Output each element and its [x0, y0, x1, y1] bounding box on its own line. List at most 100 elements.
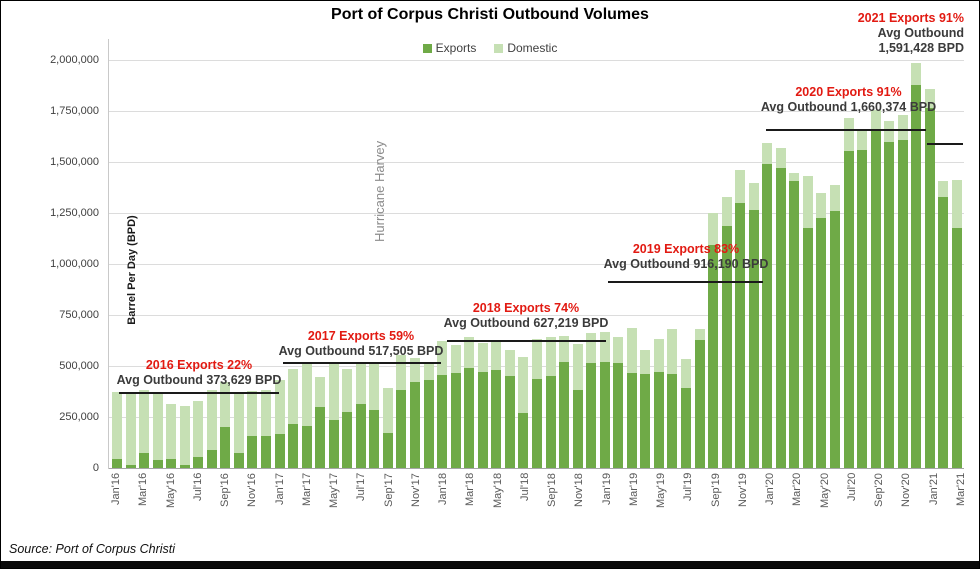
bar-Apr'19 [640, 350, 651, 468]
bar-Jan'18 [437, 340, 448, 468]
exports-segment [843, 151, 854, 468]
annotation-2021: 2021 Exports 91% Avg Outbound 1,591,428 … [794, 11, 964, 56]
bar-Feb'16 [125, 392, 136, 468]
x-tick-slot: Jul'16 [192, 473, 204, 529]
bar-Oct'20 [884, 121, 895, 468]
x-tick-label: Jan'17 [273, 473, 286, 506]
bar-Dec'17 [423, 361, 434, 468]
domestic-segment [721, 196, 732, 227]
domestic-segment [613, 337, 624, 363]
x-tick-label: Jul'19 [682, 473, 695, 502]
annotation-2020: 2020 Exports 91% Avg Outbound 1,660,374 … [736, 85, 961, 115]
x-tick-label: Nov'17 [409, 473, 422, 507]
exports-segment [531, 379, 542, 468]
exports-segment [735, 202, 746, 468]
x-tick-slot: Jan'19 [601, 473, 613, 529]
exports-segment [857, 149, 868, 468]
annotation-2017: 2017 Exports 59% Avg Outbound 517,505 BP… [266, 329, 456, 359]
bar-Oct'19 [721, 196, 732, 468]
exports-swatch-icon [422, 43, 432, 53]
x-tick-label: Mar'20 [791, 473, 804, 507]
bar-Dec'20 [911, 63, 922, 468]
x-tick-slot [452, 473, 462, 529]
exports-segment [206, 449, 217, 468]
exports-segment [884, 141, 895, 468]
x-tick-label: Mar'16 [137, 473, 150, 507]
annotation-2016: 2016 Exports 22% Avg Outbound 373,629 BP… [104, 358, 294, 388]
x-tick-slot [479, 473, 489, 529]
x-tick-label: Mar'18 [464, 473, 477, 507]
bar-Apr'16 [152, 392, 163, 468]
plot-area: Barrel Per Day (BPD) [108, 39, 964, 469]
bar-Nov'18 [572, 344, 583, 468]
domestic-segment [816, 193, 827, 219]
x-tick-slot: Sep'18 [546, 473, 558, 529]
annotation-2020-red: 2020 Exports 91% [795, 85, 902, 99]
exports-segment [220, 427, 231, 468]
x-tick-slot: Jan'21 [928, 473, 940, 529]
x-tick-slot [642, 473, 652, 529]
exports-segment [477, 372, 488, 468]
domestic-segment [531, 339, 542, 380]
bar-May'18 [491, 340, 502, 468]
gridline [109, 264, 964, 265]
exports-segment [762, 164, 773, 468]
annotation-2019-black: Avg Outbound 916,190 BPD [603, 257, 769, 271]
x-tick-label: Jul'17 [355, 473, 368, 502]
x-tick-slot: Jan'18 [437, 473, 449, 529]
bar-Jul'19 [680, 358, 691, 468]
domestic-segment [288, 369, 299, 425]
domestic-segment [667, 329, 678, 375]
exports-segment [653, 372, 664, 468]
x-tick-slot [697, 473, 707, 529]
domestic-segment [653, 339, 664, 373]
annotation-2021-black-line2: 1,591,428 BPD [878, 41, 964, 55]
domestic-segment [369, 364, 380, 411]
exports-segment [518, 412, 529, 468]
annotation-2019-red: 2019 Exports 83% [632, 242, 740, 256]
domestic-segment [139, 390, 150, 453]
x-tick-slot [533, 473, 543, 529]
exports-segment [274, 434, 285, 468]
bar-Mar'18 [464, 337, 475, 468]
gridline [109, 162, 964, 163]
x-tick-slot [806, 473, 816, 529]
exports-segment [816, 218, 827, 468]
x-tick-slot [506, 473, 516, 529]
domestic-segment [382, 388, 393, 434]
exports-segment [680, 388, 691, 468]
domestic-segment [951, 180, 962, 229]
x-tick-slot: Mar'16 [137, 473, 150, 529]
y-tick-label: 750,000 [59, 309, 99, 321]
y-tick-label: 1,250,000 [50, 207, 99, 219]
domestic-segment [775, 147, 786, 168]
y-tick-label: 2,000,000 [50, 54, 99, 66]
bar-Nov'19 [735, 170, 746, 468]
domestic-segment [518, 356, 529, 413]
domestic-swatch-icon [494, 43, 504, 53]
domestic-segment [748, 183, 759, 210]
exports-segment [938, 196, 949, 468]
exports-segment [125, 464, 136, 468]
bar-Jan'17 [274, 380, 285, 468]
hurricane-harvey-annotation: Hurricane Harvey [372, 140, 387, 242]
x-tick-slot [315, 473, 325, 529]
bar-Dec'18 [586, 333, 597, 468]
x-tick-label: Jul'18 [518, 473, 531, 502]
bar-Aug'18 [531, 339, 542, 468]
x-tick-slot: Sep'16 [219, 473, 231, 529]
domestic-segment [125, 392, 136, 465]
exports-segment [382, 433, 393, 468]
x-tick-slot: May'20 [819, 473, 831, 529]
bar-Feb'19 [613, 337, 624, 468]
gridline [109, 60, 964, 61]
annotation-2016-black: Avg Outbound 373,629 BPD [116, 373, 282, 387]
avg-line-2020 [766, 129, 926, 132]
legend-item-domestic: Domestic [494, 41, 557, 55]
annotation-2018-black: Avg Outbound 627,219 BPD [443, 316, 609, 330]
bar-Jun'16 [179, 405, 190, 468]
exports-segment [301, 426, 312, 468]
exports-segment [328, 420, 339, 468]
x-tick-slot [888, 473, 898, 529]
domestic-segment [274, 380, 285, 435]
